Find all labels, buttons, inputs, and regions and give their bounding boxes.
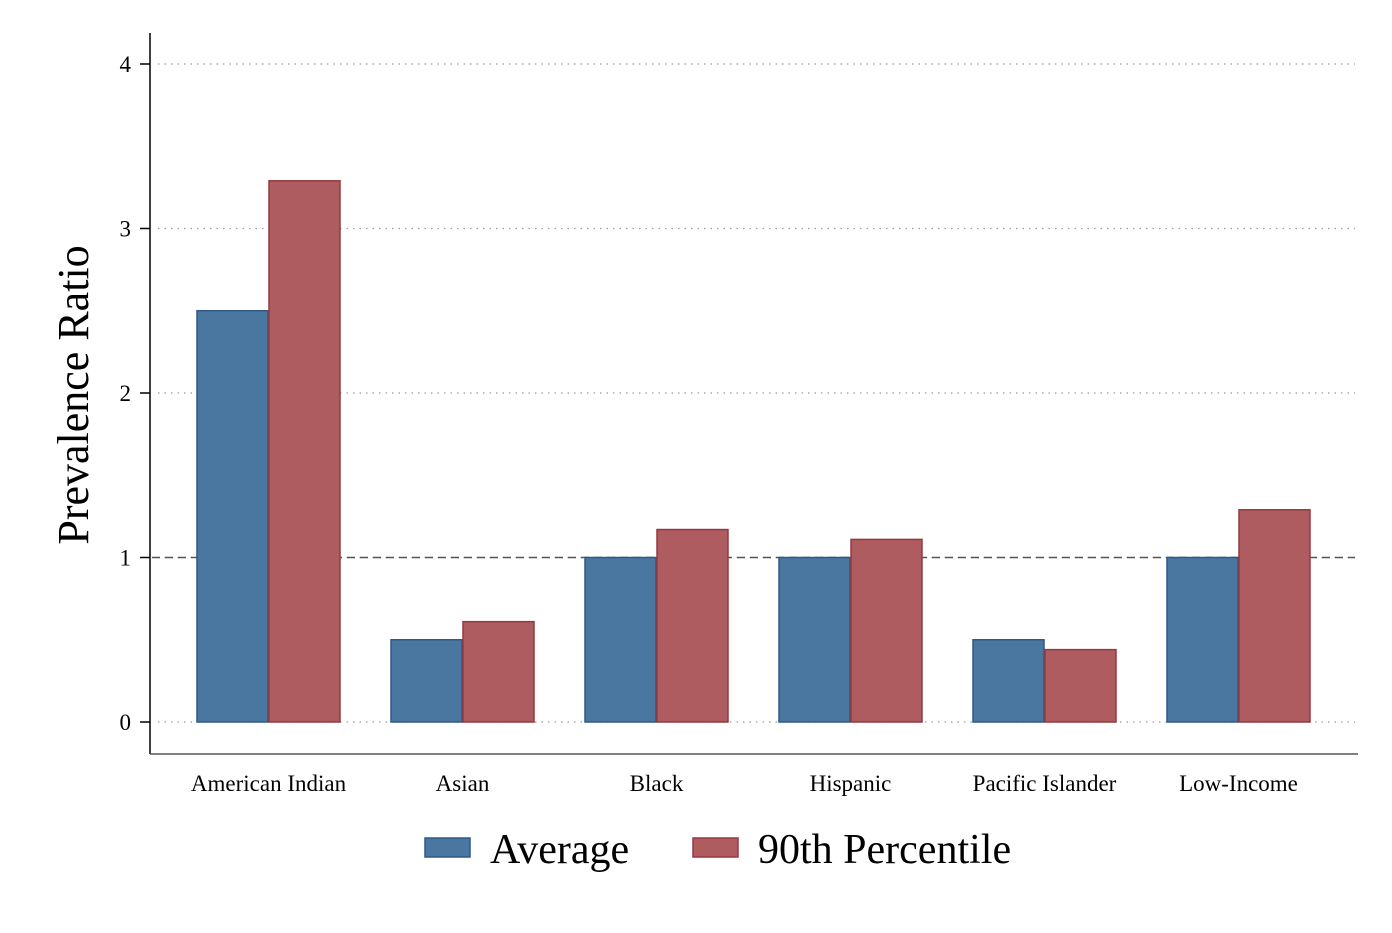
- x-tick-label: Hispanic: [810, 771, 892, 796]
- y-tick-label: 4: [120, 52, 132, 77]
- bar-90th-percentile-pacific-islander: [1044, 648, 1117, 723]
- bar-90th-percentile-hispanic: [850, 538, 923, 723]
- legend-label-average: Average: [490, 827, 629, 873]
- bar-average-hispanic: [778, 556, 851, 723]
- legend-swatch-average: [424, 837, 471, 858]
- bar-90th-percentile-black: [656, 528, 729, 723]
- x-tick-label: American Indian: [191, 771, 347, 796]
- bar-average-american-indian: [196, 310, 269, 723]
- bar-average-pacific-islander: [972, 639, 1045, 723]
- x-tick-label: Pacific Islander: [973, 771, 1117, 796]
- y-tick-label: 3: [120, 217, 132, 242]
- bar-average-black: [584, 556, 657, 723]
- y-tick-label: 2: [120, 381, 132, 406]
- legend-swatch-90th-percentile: [692, 837, 739, 858]
- legend-label-90th-percentile: 90th Percentile: [758, 827, 1011, 873]
- ticks-layer: American Indian Asian Black Hispanic Pacific…: [120, 52, 1298, 796]
- x-tick-label: Low-Income: [1179, 771, 1298, 796]
- y-axis-label: Prevalence Ratio: [49, 245, 98, 544]
- bar-average-low-income: [1166, 556, 1239, 723]
- bar-90th-percentile-low-income: [1238, 509, 1311, 723]
- y-tick-label: 1: [120, 546, 132, 571]
- x-tick-label: Black: [630, 771, 684, 796]
- bar-90th-percentile-american-indian: [268, 180, 341, 723]
- bar-90th-percentile-asian: [462, 620, 535, 723]
- bars-layer: [196, 180, 1311, 723]
- x-tick-label: Asian: [436, 771, 490, 796]
- y-tick-label: 0: [120, 710, 132, 735]
- legend: Average 90th Percentile: [424, 827, 1011, 873]
- bar-average-asian: [390, 639, 463, 723]
